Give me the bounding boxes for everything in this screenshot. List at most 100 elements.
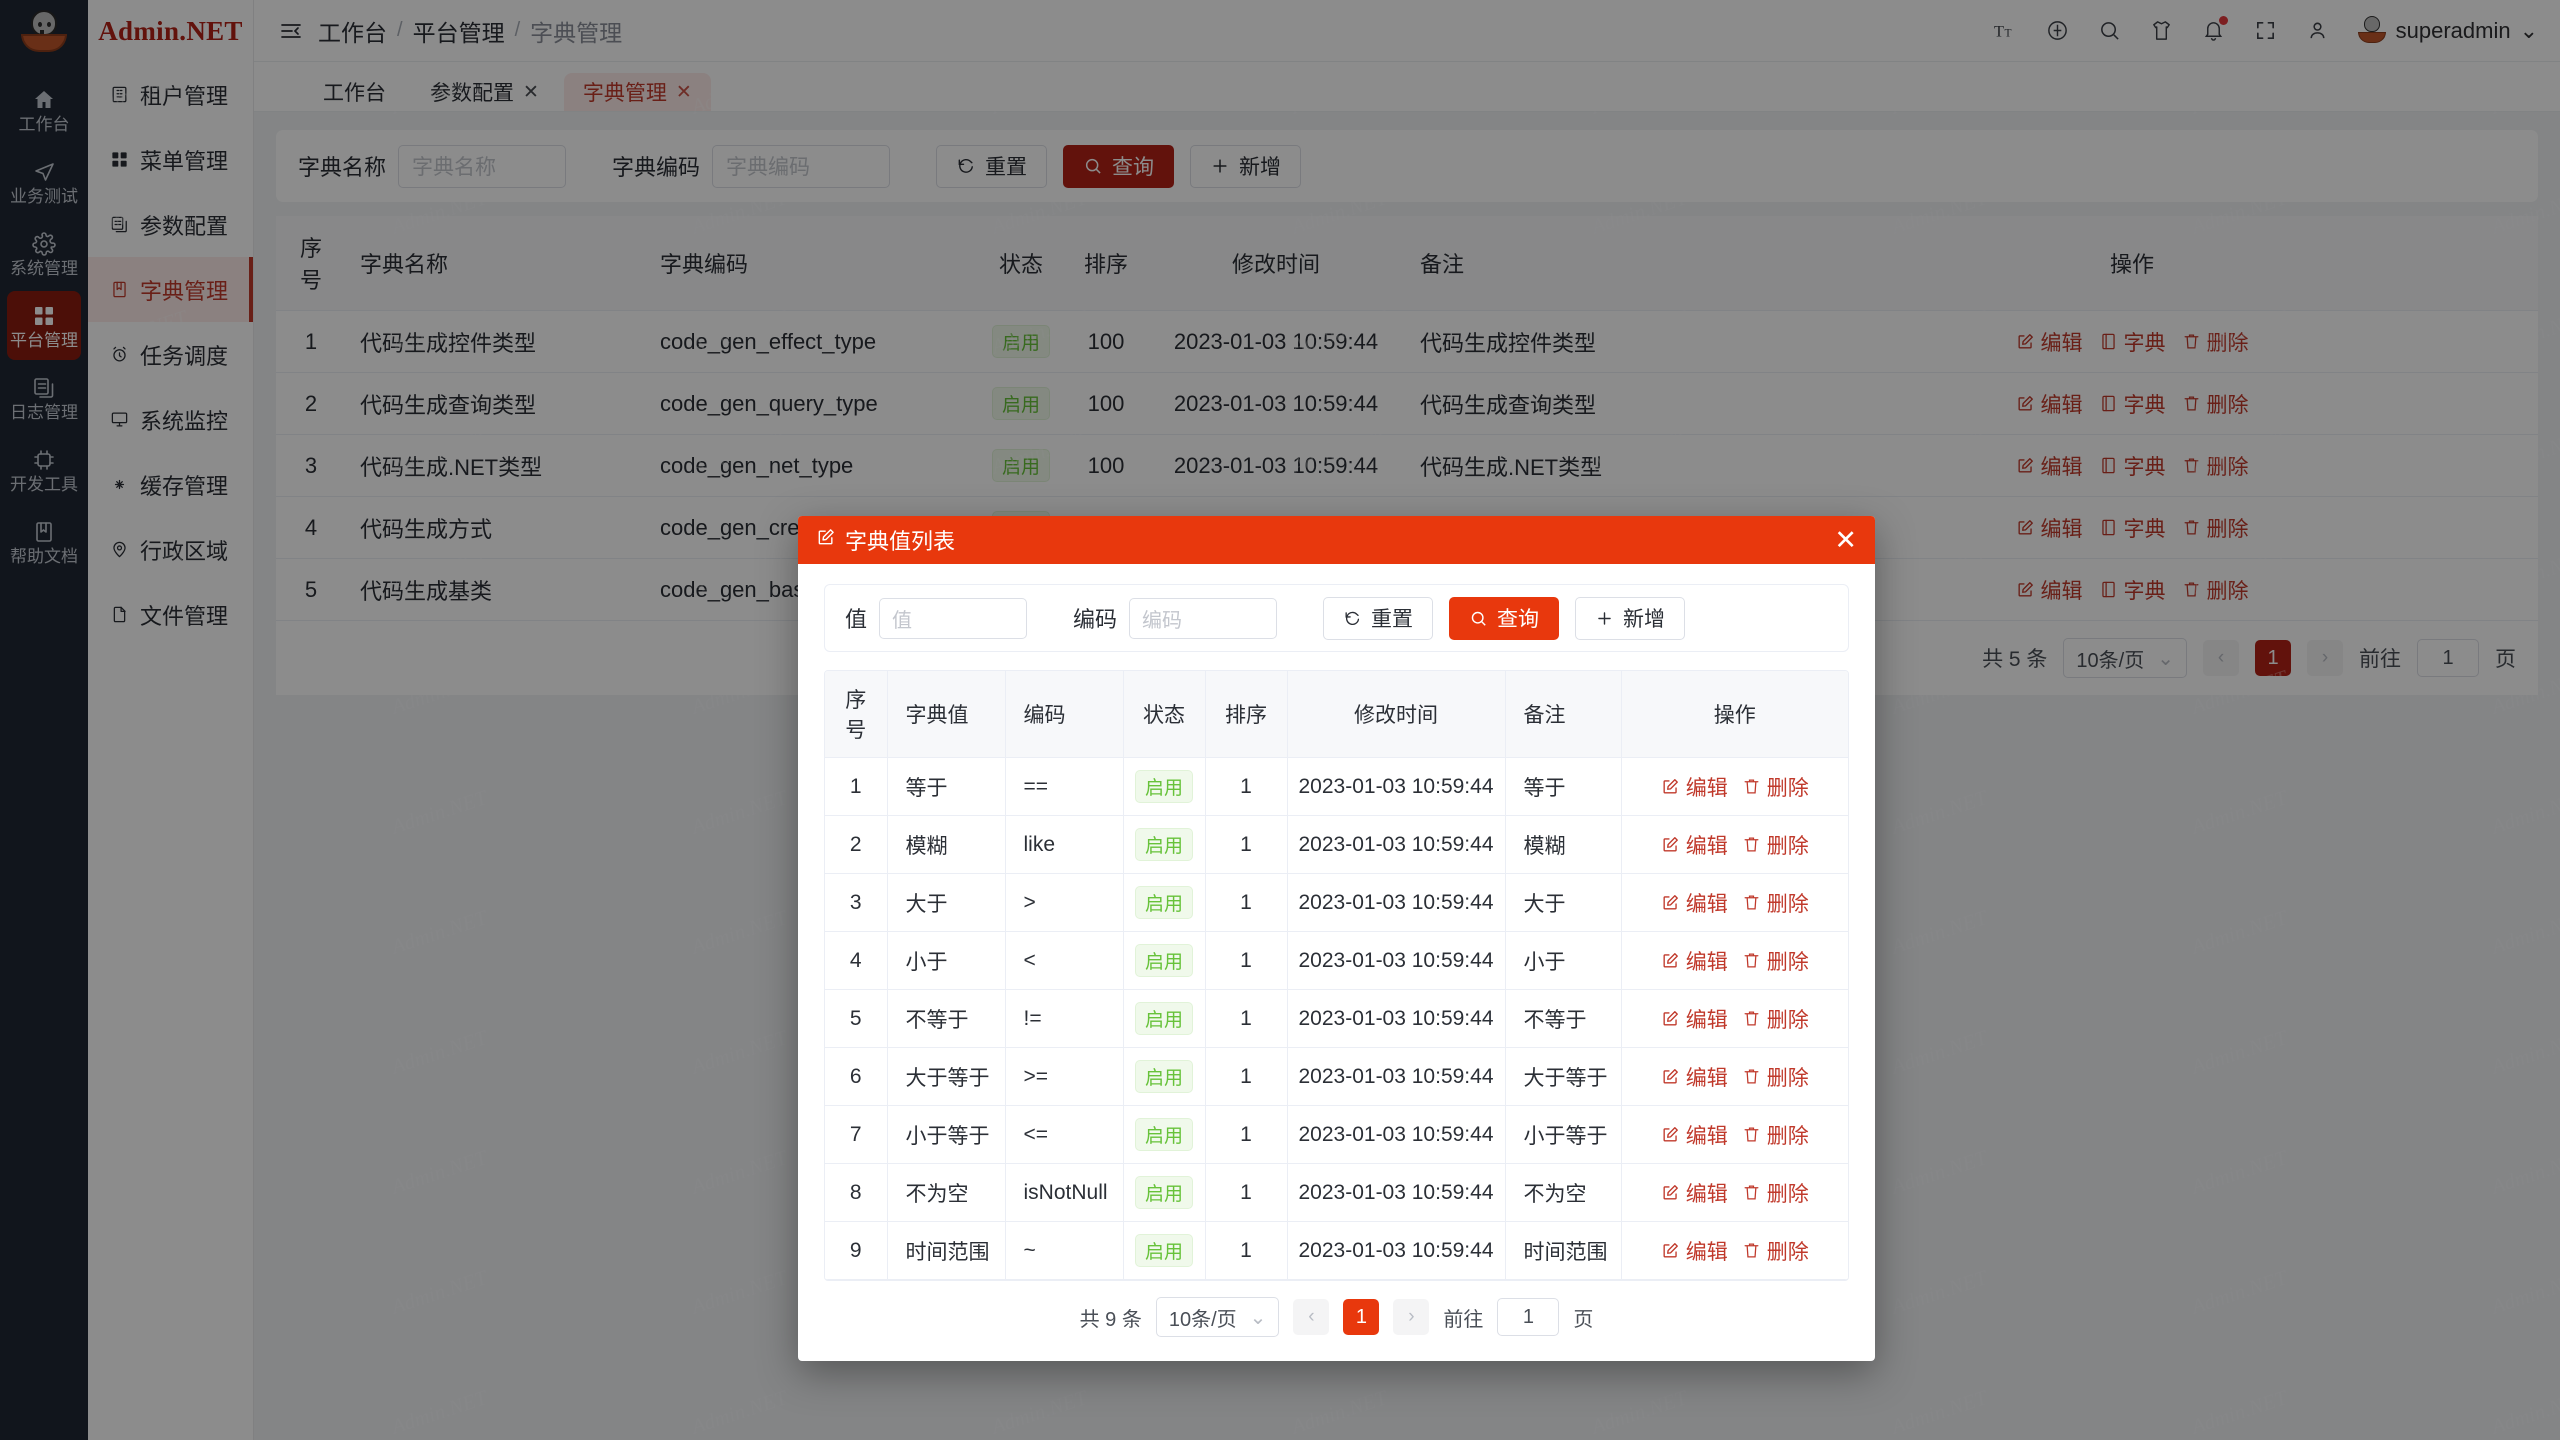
trash-icon (2184, 520, 2198, 535)
modal-add-button[interactable]: 新增 (1575, 596, 1686, 640)
sidebar-item-0[interactable]: 租户管理 (88, 62, 253, 127)
modal-edit-action[interactable]: 编辑 (1661, 772, 1728, 802)
rail-item-1[interactable]: 业务测试 (7, 147, 81, 216)
dict-action[interactable]: 字典 (2099, 513, 2166, 543)
sidebar-item-6[interactable]: 缓存管理 (88, 452, 253, 517)
edit-action[interactable]: 编辑 (2016, 451, 2083, 481)
rail-item-0[interactable]: 工作台 (7, 75, 81, 144)
modal-cell-remark: 时间范围 (1505, 1221, 1622, 1280)
dict-action[interactable]: 字典 (2099, 389, 2166, 419)
tab-0[interactable]: 工作台 (304, 73, 405, 111)
goto-page-input[interactable]: 1 (2417, 639, 2479, 677)
tab-close-icon[interactable]: ✕ (675, 81, 692, 103)
modal-cell-no: 9 (825, 1221, 888, 1280)
sidebar-item-1[interactable]: 菜单管理 (88, 127, 253, 192)
sidebar-item-4[interactable]: 任务调度 (88, 322, 253, 387)
sidebar-item-5[interactable]: 系统监控 (88, 387, 253, 452)
modal-edit-action[interactable]: 编辑 (1661, 1236, 1728, 1266)
dict-action[interactable]: 字典 (2099, 451, 2166, 481)
rail-item-4[interactable]: 日志管理 (7, 363, 81, 432)
menu-collapse-icon[interactable] (278, 18, 304, 44)
edit-action[interactable]: 编辑 (2016, 389, 2083, 419)
edit-action[interactable]: 编辑 (2016, 575, 2083, 605)
close-icon[interactable]: ✕ (1834, 524, 1857, 555)
sidebar-item-8[interactable]: 文件管理 (88, 582, 253, 647)
cell-code: code_gen_effect_type (646, 310, 976, 373)
modal-edit-action[interactable]: 编辑 (1661, 1120, 1728, 1150)
sidebar-item-3[interactable]: 字典管理 (88, 257, 253, 322)
person-icon[interactable] (2305, 18, 2331, 44)
edit-action[interactable]: 编辑 (2016, 513, 2083, 543)
modal-delete-action[interactable]: 删除 (1742, 888, 1809, 918)
rail-item-6[interactable]: 帮助文档 (7, 507, 81, 576)
modal-cell-value: 时间范围 (887, 1221, 1006, 1280)
modal-edit-action[interactable]: 编辑 (1661, 1178, 1728, 1208)
dict-name-input[interactable]: 字典名称 (398, 144, 567, 188)
avatar (2357, 15, 2387, 46)
dict-action[interactable]: 字典 (2099, 575, 2166, 605)
modal-edit-label: 编辑 (1685, 1008, 1728, 1032)
modal-delete-action[interactable]: 删除 (1742, 1236, 1809, 1266)
next-page-button[interactable]: › (2307, 640, 2343, 676)
rail-item-5[interactable]: 开发工具 (7, 435, 81, 504)
search-toolbar: 字典名称 字典名称 字典编码 字典编码 重置 查询 (276, 130, 2538, 202)
sidebar-item-7[interactable]: 行政区域 (88, 517, 253, 582)
modal-delete-action[interactable]: 删除 (1742, 1178, 1809, 1208)
add-button[interactable]: 新增 (1190, 144, 1302, 188)
delete-action[interactable]: 删除 (2182, 451, 2249, 481)
modal-column-header-0: 序号 (825, 671, 888, 758)
modal-edit-label: 编辑 (1685, 1240, 1728, 1264)
modal-edit-action[interactable]: 编辑 (1661, 1004, 1728, 1034)
fullscreen-icon[interactable] (2253, 18, 2279, 44)
page-size-select[interactable]: 10条/页 ⌄ (2063, 638, 2187, 678)
prev-page-button[interactable]: ‹ (2203, 640, 2239, 676)
delete-action[interactable]: 删除 (2182, 575, 2249, 605)
tab-1[interactable]: 参数配置 ✕ (411, 73, 558, 111)
user-menu[interactable]: superadmin ⌄ (2357, 15, 2538, 46)
search-icon[interactable] (2097, 18, 2123, 44)
delete-action[interactable]: 删除 (2182, 327, 2249, 357)
page-number-1[interactable]: 1 (2255, 640, 2291, 676)
modal-code-input[interactable]: 编码 (1129, 597, 1278, 639)
edit-action[interactable]: 编辑 (2016, 327, 2083, 357)
tab-close-icon[interactable]: ✕ (523, 81, 539, 103)
modal-page-number-1[interactable]: 1 (1343, 1299, 1380, 1335)
modal-delete-action[interactable]: 删除 (1742, 1004, 1809, 1034)
modal-goto-page-input[interactable]: 1 (1497, 1298, 1560, 1336)
modal-query-button[interactable]: 查询 (1449, 596, 1560, 640)
modal-next-page-button[interactable]: › (1393, 1299, 1430, 1335)
sidebar-item-2[interactable]: 参数配置 (88, 192, 253, 257)
theme-shirt-icon[interactable] (2149, 18, 2175, 44)
modal-delete-action[interactable]: 删除 (1742, 1062, 1809, 1092)
rail-item-3[interactable]: 平台管理 (7, 291, 81, 360)
delete-action[interactable]: 删除 (2182, 389, 2249, 419)
modal-reset-button[interactable]: 重置 (1323, 596, 1434, 640)
rail-item-2[interactable]: 系统管理 (7, 219, 81, 288)
modal-prev-page-button[interactable]: ‹ (1293, 1299, 1330, 1335)
delete-action[interactable]: 删除 (2182, 513, 2249, 543)
modal-value-input[interactable]: 值 (879, 597, 1028, 639)
modal-edit-action[interactable]: 编辑 (1661, 946, 1728, 976)
tab-2[interactable]: 字典管理 ✕ (563, 73, 711, 111)
language-globe-icon[interactable] (2045, 18, 2071, 44)
query-button[interactable]: 查询 (1063, 144, 1175, 188)
modal-edit-action[interactable]: 编辑 (1661, 1062, 1728, 1092)
reset-button[interactable]: 重置 (936, 144, 1048, 188)
modal-delete-action[interactable]: 删除 (1742, 772, 1809, 802)
dict-code-input[interactable]: 字典编码 (712, 144, 891, 188)
breadcrumb-item-1[interactable]: 平台管理 (412, 19, 505, 46)
modal-delete-action[interactable]: 删除 (1742, 1120, 1809, 1150)
modal-delete-action[interactable]: 删除 (1742, 946, 1809, 976)
modal-edit-action[interactable]: 编辑 (1661, 888, 1728, 918)
modal-column-header-4: 排序 (1205, 671, 1288, 758)
modal-cell-no: 3 (825, 873, 888, 932)
bell-icon[interactable] (2201, 15, 2228, 44)
modal-page-size-select[interactable]: 10条/页 ⌄ (1155, 1297, 1280, 1337)
modal-edit-action[interactable]: 编辑 (1661, 830, 1728, 860)
edit-square-icon (1663, 1069, 1678, 1084)
breadcrumb-item-0[interactable]: 工作台 (318, 19, 387, 46)
modal-delete-action[interactable]: 删除 (1742, 830, 1809, 860)
dict-action[interactable]: 字典 (2099, 327, 2166, 357)
